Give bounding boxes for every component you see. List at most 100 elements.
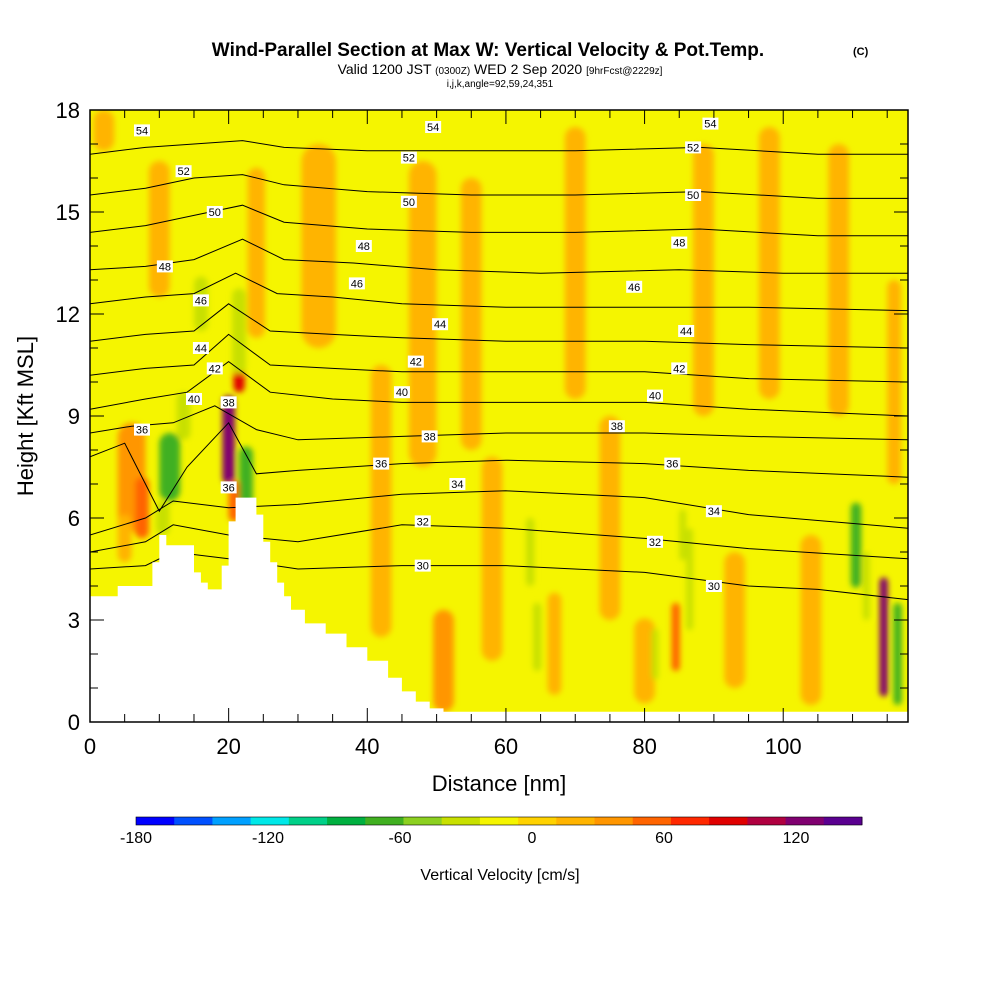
contour-label: 30 [705, 580, 722, 593]
colorbar-label: Vertical Velocity [cm/s] [420, 867, 579, 884]
contour-label-text: 32 [417, 516, 429, 528]
contour-label-bg [702, 117, 719, 130]
contour-label-bg [449, 478, 466, 490]
colorbar-swatch [479, 817, 519, 825]
isentrope-36 [90, 421, 908, 513]
contour-label: 34 [705, 505, 722, 518]
contour-label: 50 [206, 206, 223, 219]
contour-label-text: 44 [434, 319, 446, 331]
x-axis-label: Distance [nm] [432, 771, 567, 796]
velocity-cell [828, 144, 850, 416]
velocity-cell [651, 628, 659, 680]
title-copyright-mark: (C) [853, 46, 869, 58]
isentrope-50 [90, 204, 908, 237]
colorbar-tick-label: -120 [252, 830, 284, 847]
velocity-cell [850, 502, 862, 588]
contour-label-text: 36 [375, 459, 387, 471]
colorbar-swatch [174, 817, 213, 825]
colorbar-swatch [212, 817, 252, 825]
colorbar: -180 -120 -60 0 60 120 [120, 816, 863, 847]
contour-label-bg [206, 206, 223, 218]
contour-label: 40 [646, 389, 663, 403]
valid-time-line: Valid 1200 JST (0300Z) WED 2 Sep 2020 [9… [338, 61, 663, 77]
velocity-cell [408, 161, 437, 467]
forecast-info: [9hrFcst@2229z] [586, 66, 663, 77]
colorbar-swatch [288, 817, 328, 825]
contour-label: 32 [646, 535, 663, 549]
contour-label-text: 50 [403, 197, 415, 209]
contour-label-text: 52 [687, 142, 699, 154]
contour-label: 42 [206, 362, 223, 375]
contour-label: 52 [400, 151, 417, 165]
contour-label-bg [646, 389, 663, 402]
contour-label-text: 46 [628, 282, 640, 294]
contour-label: 36 [373, 457, 390, 471]
contour-label-bg [608, 420, 625, 433]
contour-label: 38 [608, 420, 625, 433]
contour-label-bg [407, 355, 424, 368]
colorbar-swatch [250, 817, 290, 825]
contour-label-bg [400, 151, 417, 164]
contour-label-bg [355, 240, 372, 252]
contour-label-text: 40 [649, 391, 661, 403]
contour-label: 36 [220, 481, 237, 494]
contour-label: 36 [664, 457, 681, 471]
x-axis: 0 20 40 60 80 100 [84, 110, 888, 759]
contour-label-text: 40 [188, 394, 200, 406]
velocity-cell [671, 603, 680, 671]
contour-label-bg [192, 342, 209, 354]
x-tick-label: 0 [84, 734, 96, 759]
colorbar-swatch [365, 817, 404, 825]
contour-label-bg [646, 535, 663, 548]
chart-title: Wind-Parallel Section at Max W: Vertical… [212, 40, 764, 61]
y-tick-label: 18 [56, 98, 80, 123]
contour-label-bg [664, 457, 681, 470]
contour-label-bg [348, 277, 365, 290]
colorbar-swatch [632, 817, 672, 825]
contour-label-text: 44 [195, 343, 207, 355]
isentrope-52 [90, 174, 908, 199]
contour-label: 44 [432, 318, 449, 331]
y-axis-label: Height [Kft MSL] [13, 336, 38, 496]
contour-label: 46 [626, 280, 643, 294]
velocity-cell [460, 178, 482, 450]
contour-label-bg [671, 236, 688, 249]
contour-label-text: 52 [177, 166, 189, 178]
contour-label-bg [421, 430, 438, 443]
contour-label-text: 38 [424, 431, 436, 443]
velocity-cell [159, 433, 181, 501]
velocity-cell [247, 167, 266, 338]
contour-label-text: 30 [417, 561, 429, 573]
contour-label-text: 42 [673, 363, 685, 375]
velocity-cell [879, 577, 888, 697]
contour-label-bg [414, 515, 431, 528]
colorbar-swatch [747, 817, 787, 825]
isentrope-48 [90, 238, 908, 274]
colorbar-tick-label: 0 [528, 830, 537, 847]
velocity-cell [679, 509, 687, 561]
contour-label: 36 [133, 423, 150, 437]
contour-label: 50 [685, 189, 702, 202]
colorbar-tick-label: -60 [388, 830, 411, 847]
contour-label-bg [373, 457, 390, 470]
contour-label: 40 [185, 393, 202, 406]
velocity-cell [433, 609, 454, 712]
velocity-cell [634, 618, 655, 704]
contour-label: 48 [671, 236, 688, 250]
colorbar-swatch [670, 817, 710, 825]
contour-label-bg [671, 362, 688, 375]
velocity-cell [800, 535, 822, 705]
contour-label-bg [400, 195, 417, 208]
isentrope-40 [90, 360, 908, 417]
contour-label-text: 52 [403, 153, 415, 165]
isentrope-46 [90, 272, 908, 312]
x-tick-label: 40 [355, 734, 379, 759]
contour-label-bg [678, 325, 695, 337]
contour-label-text: 38 [223, 397, 235, 409]
colorbar-swatch [709, 817, 748, 825]
contour-label-text: 36 [666, 459, 678, 471]
colorbar-swatch [785, 817, 825, 825]
contour-label-bg [220, 481, 237, 494]
velocity-cell [135, 477, 149, 539]
